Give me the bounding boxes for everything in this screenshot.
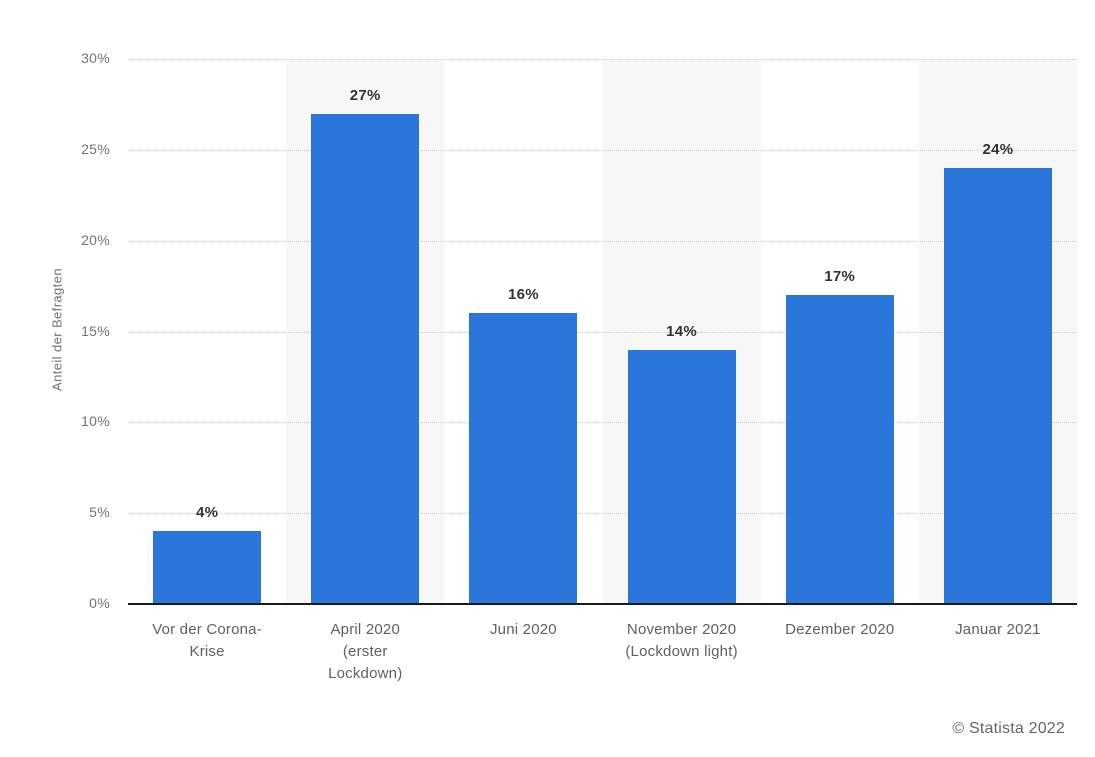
bar-5[interactable]	[785, 295, 894, 604]
bar-value-label: 17%	[824, 268, 856, 286]
x-category-label: Dezember 2020	[785, 621, 895, 638]
copyright-text: © Statista 2022	[952, 720, 1065, 737]
bar-2[interactable]	[311, 113, 420, 604]
gridline-25pct	[128, 149, 1077, 151]
y-tick-label: 10%	[81, 413, 110, 430]
y-tick-label: 15%	[81, 322, 110, 339]
bar-3[interactable]	[469, 313, 578, 604]
x-category-label: Juni 2020	[489, 621, 557, 638]
gridline-30pct	[128, 59, 1077, 60]
x-category-label: April 2020 (erster Lockdown)	[328, 621, 403, 682]
x-axis-line	[128, 603, 1077, 605]
gridline-5pct	[128, 513, 1077, 515]
x-category-label: November 2020 (Lockdown light)	[625, 621, 738, 660]
x-category-label: Vor der Corona- Krise	[152, 621, 262, 660]
x-category-label: Januar 2021	[955, 621, 1041, 638]
bar-4[interactable]	[627, 349, 736, 604]
y-tick-label: 5%	[89, 504, 110, 521]
gridline-15pct	[128, 331, 1077, 333]
y-tick-label: 30%	[81, 50, 110, 66]
y-tick-label: 0%	[89, 595, 110, 611]
gridline-20pct	[128, 240, 1077, 242]
y-tick-label: 20%	[81, 231, 110, 248]
bar-value-label: 14%	[666, 322, 698, 340]
bar-1[interactable]	[153, 531, 262, 604]
bar-6[interactable]	[943, 168, 1052, 604]
gridline-10pct	[128, 422, 1077, 424]
bar-value-label: 16%	[507, 286, 539, 304]
bar-value-label: 24%	[982, 141, 1014, 158]
bar-value-label: 4%	[195, 504, 219, 522]
plot-area: 4% 27% 16% 14% 17% 24%	[128, 59, 1077, 604]
bar-value-label: 27%	[349, 86, 381, 104]
y-tick-label: 25%	[81, 140, 110, 157]
